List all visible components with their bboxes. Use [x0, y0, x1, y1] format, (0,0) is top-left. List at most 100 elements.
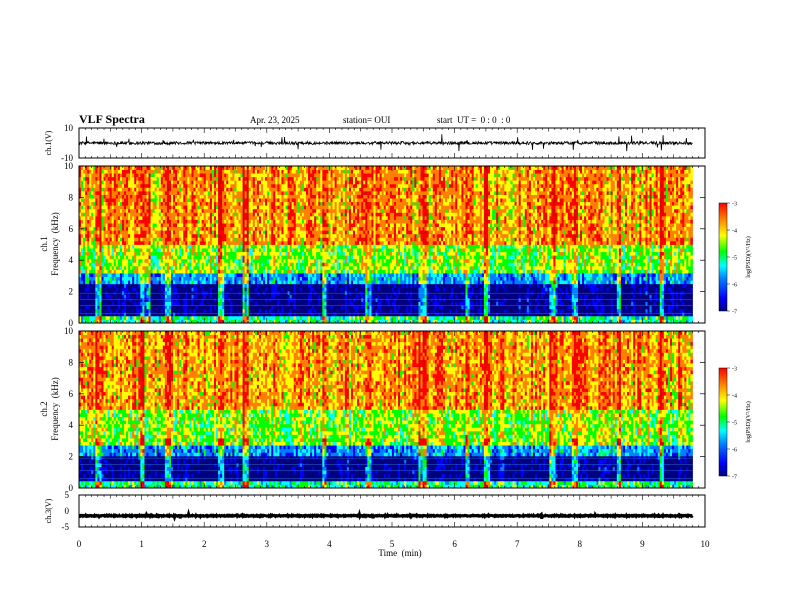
- ch1-spec-cell: [136, 201, 139, 206]
- ch1-spec-cell: [230, 244, 233, 249]
- ch1-spec-cell: [267, 183, 270, 188]
- ch1-spec-cell: [87, 308, 90, 313]
- ch1-spec-cell: [228, 223, 231, 228]
- ch1-spec-cell: [164, 294, 168, 299]
- ch1-spec-cell: [213, 269, 217, 274]
- ch1-spec-cell: [152, 226, 156, 231]
- ch1-spec-cell: [291, 248, 295, 253]
- ch1-spec-cell: [123, 283, 127, 288]
- ch1-spec-cell: [107, 190, 111, 195]
- ch1-spec-cell: [87, 223, 90, 228]
- ch1-spec-cell: [101, 233, 104, 238]
- ch1-spec-cell: [152, 287, 156, 292]
- ch1-spec-cell: [236, 198, 239, 203]
- ch1-spec-cell: [179, 255, 182, 260]
- ch1-spec-cell: [281, 226, 284, 231]
- ch1-spec-cell: [136, 180, 139, 185]
- ch1-spec-cell: [203, 251, 207, 256]
- ch1-spec-cell: [197, 212, 201, 217]
- ch1-spec-cell: [201, 258, 205, 263]
- ch1-spec-cell: [285, 308, 288, 313]
- ch1-spec-cell: [111, 265, 115, 270]
- ch1-spec-cell: [140, 183, 143, 188]
- station-label: station= OUI: [343, 115, 390, 125]
- ch1-spec-cell: [136, 315, 139, 320]
- ch1-spec-cell: [199, 187, 203, 192]
- ch1-spec-cell: [117, 233, 121, 238]
- ch1-spec-cell: [130, 305, 133, 310]
- ch1-spec-cell: [250, 230, 254, 235]
- ch1-spec-cell: [236, 190, 239, 195]
- ch1-spec-cell: [197, 276, 201, 281]
- ch1-spec-cell: [295, 276, 299, 281]
- ch1-spec-cell: [281, 301, 284, 306]
- ch1-spec-cell: [279, 283, 282, 288]
- ch1-spec-cell: [211, 287, 215, 292]
- ch1-spec-cell: [230, 173, 233, 178]
- ch1-spec-cell: [265, 305, 268, 310]
- ch1-spec-cell: [267, 223, 270, 228]
- ch1-spec-cell: [216, 265, 219, 270]
- ch1-spec-cell: [195, 230, 198, 235]
- ch1-spec-cell: [267, 283, 270, 288]
- ch1-spec-cell: [267, 244, 270, 249]
- ch1-spec-cell: [173, 273, 176, 278]
- ch1-spec-cell: [126, 315, 129, 320]
- ch1-spec-cell: [295, 319, 299, 323]
- ch1-spec-cell: [263, 244, 266, 249]
- ch1-spec-cell: [271, 305, 274, 310]
- ch1-spec-cell: [216, 319, 219, 323]
- ch1-spec-cell: [258, 312, 262, 317]
- ch1-spec-cell: [261, 169, 264, 174]
- ch1-spec-cell: [79, 251, 82, 256]
- ch1-spec-cell: [83, 283, 86, 288]
- ch1-spec-cell: [236, 273, 239, 278]
- ch1-spec-cell: [207, 290, 211, 295]
- ch1-spec-cell: [177, 190, 180, 195]
- ch1-spec-cell: [79, 190, 82, 195]
- ch1-spec-cell: [93, 258, 96, 263]
- ch1-spec-cell: [87, 312, 90, 317]
- ch1-spec-cell: [136, 262, 139, 267]
- ch1-spec-cell: [281, 251, 284, 256]
- ch1-spec-cell: [79, 312, 82, 317]
- ch1-spec-cell: [207, 233, 211, 238]
- ch1-spec-cell: [154, 276, 158, 281]
- ch1-spec-cell: [128, 283, 131, 288]
- ch1-spec-cell: [179, 273, 182, 278]
- ch1-spec-cell: [209, 180, 213, 185]
- ch1-spec-cell: [256, 226, 260, 231]
- ch1-spec-cell: [267, 237, 270, 242]
- ch1-spec-cell: [218, 244, 221, 249]
- ch1-spec-cell: [197, 187, 201, 192]
- ch1-spec-cell: [121, 283, 125, 288]
- ch1-spec-cell: [285, 173, 288, 178]
- ch1-spec-cell: [285, 290, 288, 295]
- ch1-spec-cell: [148, 223, 151, 228]
- ch1-spec-cell: [281, 201, 284, 206]
- ch1-spec-cell: [297, 280, 301, 285]
- ch1-spec-cell: [126, 169, 129, 174]
- ch1-spec-cell: [203, 294, 207, 299]
- ch1-spec-cell: [171, 273, 174, 278]
- ch1-spec-cell: [148, 265, 151, 270]
- ch1-spec-cell: [138, 240, 141, 245]
- ch1-spec-cell: [213, 255, 217, 260]
- ch1-spec-cell: [103, 223, 106, 228]
- ch1-spec-cell: [265, 205, 268, 210]
- ch1-spec-cell: [168, 255, 172, 260]
- ch1-spec-cell: [191, 215, 194, 220]
- ch1-spec-cell: [285, 226, 288, 231]
- ch1-spec-cell: [175, 237, 178, 242]
- ch1-spec-cell: [97, 298, 100, 302]
- ch1-spec-cell: [93, 319, 96, 323]
- ch1-spec-cell: [89, 287, 92, 292]
- ch1-spec-cell: [232, 301, 235, 306]
- ch1-spec-cell: [211, 198, 215, 203]
- ch1-spec-cell: [146, 269, 149, 274]
- ch1-spec-cell: [226, 251, 229, 256]
- ch1-spec-cell: [91, 212, 94, 217]
- ch1-spec-cell: [289, 308, 293, 313]
- ch1-spec-cell: [140, 201, 143, 206]
- ch1-spec-cell: [91, 180, 94, 185]
